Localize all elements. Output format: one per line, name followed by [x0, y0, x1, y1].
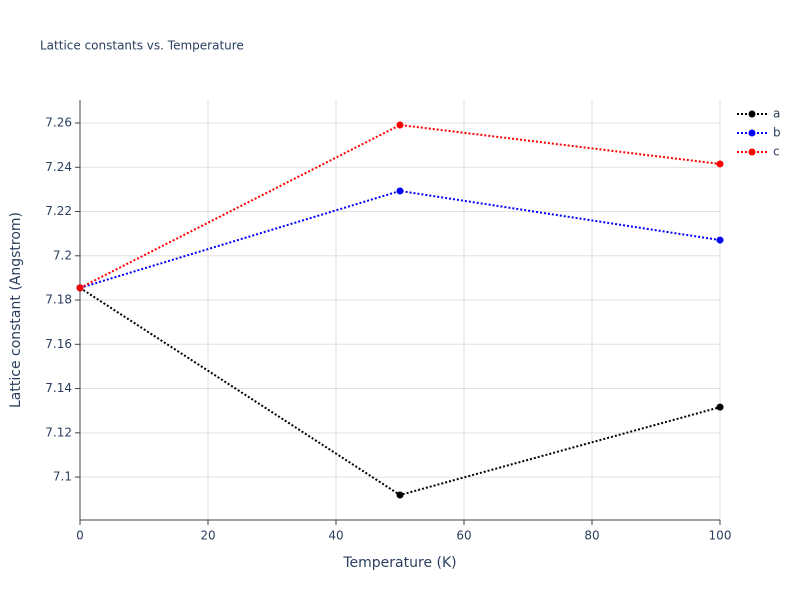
x-tick-label: 20 — [200, 529, 215, 543]
y-tick-label: 7.1 — [53, 470, 72, 484]
chart-title: Lattice constants vs. Temperature — [40, 39, 244, 53]
point — [396, 121, 404, 129]
x-tick-label: 0 — [76, 529, 84, 543]
point — [396, 491, 404, 499]
x-tick-label: 60 — [456, 529, 471, 543]
y-tick-label: 7.24 — [45, 160, 72, 174]
x-tick-label: 100 — [709, 529, 732, 543]
point — [76, 284, 84, 292]
point — [716, 160, 724, 168]
x-axis-title: Temperature (K) — [342, 555, 456, 571]
y-axis-title: Lattice constant (Angstrom) — [8, 212, 24, 408]
point — [396, 187, 404, 195]
x-tick-label: 80 — [584, 529, 599, 543]
legend-marker — [748, 148, 756, 156]
y-tick-label: 7.26 — [45, 116, 72, 130]
y-tick-label: 7.16 — [45, 337, 72, 351]
legend-marker — [748, 129, 756, 137]
legend-label: b — [773, 126, 781, 140]
y-tick-label: 7.18 — [45, 293, 72, 307]
point — [716, 403, 724, 411]
series-line — [79, 123, 721, 289]
legend-label: c — [773, 145, 780, 159]
y-tick-label: 7.12 — [45, 425, 72, 439]
x-tick-label: 40 — [328, 529, 343, 543]
y-tick-label: 7.14 — [45, 381, 72, 395]
legend-label: a — [773, 107, 780, 121]
y-tick-label: 7.22 — [45, 204, 72, 218]
legend-marker — [748, 110, 756, 118]
point — [716, 236, 724, 244]
y-tick-label: 7.2 — [53, 248, 72, 262]
